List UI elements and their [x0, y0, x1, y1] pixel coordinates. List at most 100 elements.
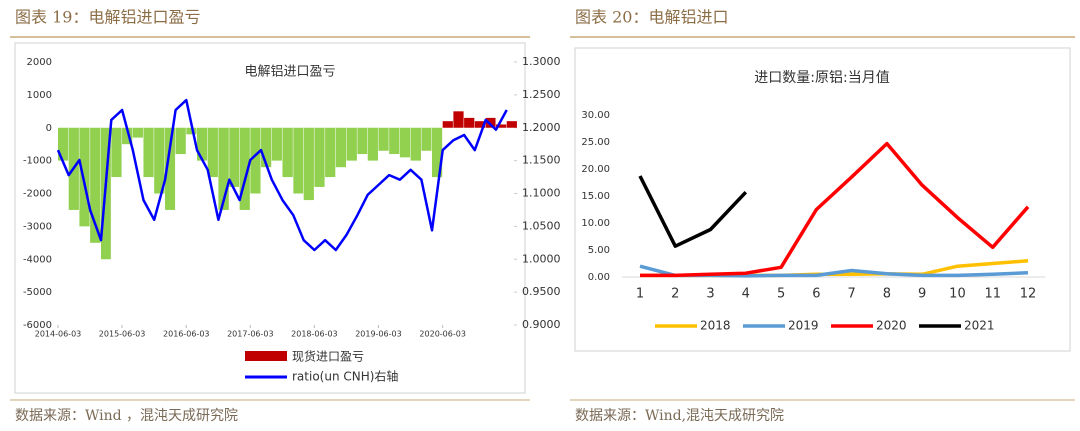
- x-tick-label: 2016-06-03: [163, 330, 210, 339]
- bar: [410, 127, 421, 161]
- bar: [485, 117, 496, 128]
- y-tick-label: 1000: [27, 90, 52, 101]
- y2-tick-label: 0.9000: [522, 318, 561, 331]
- bar: [143, 127, 154, 178]
- bar: [58, 127, 69, 161]
- x-tick-label: 1: [636, 287, 644, 302]
- bar: [399, 127, 411, 158]
- y-tick-label: 0: [46, 123, 52, 134]
- x-tick-label: 8: [883, 287, 891, 302]
- bar: [250, 127, 261, 194]
- x-tick-label: 2014-06-03: [35, 330, 82, 339]
- bar: [314, 127, 325, 187]
- y2-tick-label: 1.2500: [522, 88, 561, 101]
- y-tick-label: -1000: [23, 156, 52, 167]
- bar: [79, 127, 90, 227]
- y-tick-label: 10.00: [581, 218, 610, 229]
- y-tick-label: -5000: [23, 287, 52, 298]
- bar: [239, 127, 250, 210]
- chart-title: 电解铝进口盈亏: [244, 65, 335, 80]
- y-tick-label: -6000: [23, 320, 52, 331]
- legend-label: 现货进口盈亏: [292, 349, 364, 364]
- bar: [357, 127, 368, 155]
- bar: [154, 127, 165, 194]
- legend-label: 2019: [788, 319, 819, 333]
- y-tick-label: -2000: [23, 189, 52, 200]
- x-tick-label: 9: [918, 287, 926, 302]
- y2-tick-label: 1.3000: [522, 55, 561, 68]
- source-note: 数据来源：Wind ，混沌天成研究院: [15, 408, 238, 424]
- bar: [165, 127, 176, 210]
- bar: [335, 127, 347, 168]
- bar: [293, 127, 304, 194]
- bar: [282, 127, 293, 178]
- bar: [506, 121, 517, 128]
- legend-swatch: [245, 351, 287, 361]
- bar: [303, 127, 314, 201]
- x-tick-label: 2015-06-03: [99, 330, 146, 339]
- y2-tick-label: 1.1000: [522, 187, 561, 200]
- bar: [325, 127, 336, 178]
- bar: [367, 127, 378, 161]
- y2-tick-label: 1.0000: [522, 252, 561, 265]
- y-tick-label: -4000: [23, 254, 52, 265]
- figure-header: 图表 20：电解铝进口: [575, 8, 728, 27]
- bar: [378, 127, 389, 151]
- series-line: [640, 141, 1030, 278]
- x-tick-label: 2: [671, 287, 679, 302]
- x-tick-label: 3: [706, 287, 714, 302]
- y-tick-label: 5.00: [588, 245, 610, 256]
- x-tick-label: 11: [984, 287, 1001, 302]
- legend-label: ratio(un CNH)右轴: [292, 369, 398, 384]
- bar: [196, 127, 208, 161]
- bar: [175, 127, 186, 155]
- y-tick-label: 2000: [27, 57, 52, 68]
- bar: [442, 121, 453, 128]
- x-tick-label: 5: [777, 287, 785, 302]
- x-tick-label: 2018-06-03: [291, 330, 338, 339]
- bar: [229, 127, 240, 187]
- bar: [346, 127, 357, 161]
- y-tick-label: 20.00: [581, 164, 610, 175]
- figure-header: 图表 19：电解铝进口盈亏: [15, 8, 200, 27]
- bar: [271, 127, 282, 161]
- legend-label: 2020: [876, 319, 907, 333]
- bar: [186, 127, 197, 135]
- bar: [111, 127, 122, 178]
- bar: [389, 127, 400, 155]
- x-tick-label: 4: [742, 287, 750, 302]
- bar: [474, 121, 486, 128]
- series-line: [56, 98, 508, 252]
- x-tick-label: 12: [1020, 287, 1037, 302]
- x-tick-label: 10: [949, 287, 966, 302]
- y-tick-label: 25.00: [581, 137, 610, 148]
- y-tick-label: -3000: [23, 221, 52, 232]
- y-tick-label: 0.00: [588, 272, 610, 283]
- x-tick-label: 2019-06-03: [355, 330, 402, 339]
- bar: [453, 111, 464, 128]
- series-line: [638, 175, 748, 248]
- y2-tick-label: 1.2000: [522, 121, 561, 134]
- x-tick-label: 7: [847, 287, 855, 302]
- y2-tick-label: 0.9500: [522, 285, 561, 298]
- y-tick-label: 30.00: [581, 110, 610, 121]
- chart-frame: [574, 47, 1071, 352]
- chart-title: 进口数量:原铝:当月值: [754, 70, 889, 86]
- bar: [496, 124, 507, 128]
- bar: [218, 127, 229, 210]
- bar: [90, 127, 101, 243]
- bar: [122, 127, 133, 145]
- bar: [464, 117, 475, 128]
- x-tick-label: 2020-06-03: [419, 330, 466, 339]
- y-tick-label: 15.00: [581, 191, 610, 202]
- x-tick-label: 2017-06-03: [227, 330, 274, 339]
- bar: [132, 127, 143, 138]
- y2-tick-label: 1.0500: [522, 219, 561, 232]
- y2-tick-label: 1.1500: [522, 154, 561, 167]
- legend-label: 2018: [700, 319, 731, 333]
- bar: [431, 127, 443, 178]
- legend-label: 2021: [964, 319, 995, 333]
- bar: [261, 127, 272, 168]
- bar: [207, 127, 218, 178]
